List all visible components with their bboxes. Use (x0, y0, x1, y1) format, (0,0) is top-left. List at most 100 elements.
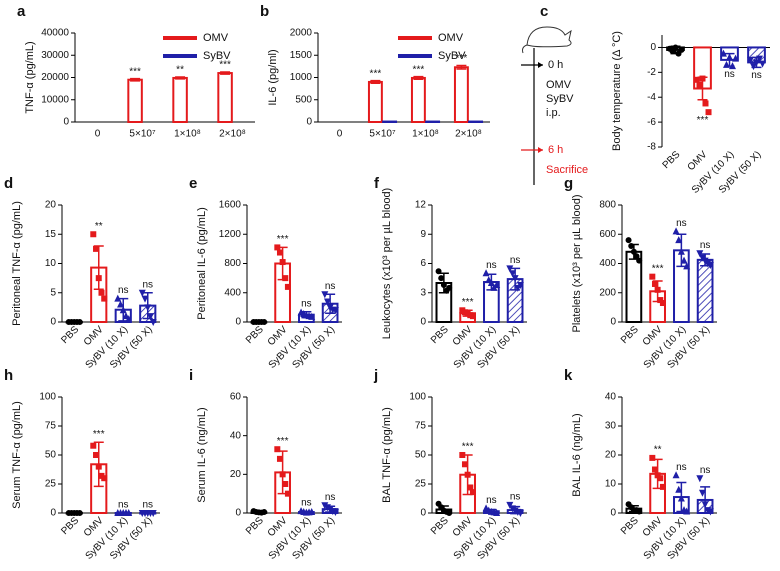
x-tick-label: 5×10⁷ (129, 129, 156, 140)
data-point (276, 249, 283, 256)
y-tick-label: 20 (45, 200, 57, 211)
bar (217, 72, 233, 124)
y-tick-label: 800 (224, 258, 241, 269)
data-point (101, 295, 108, 302)
y-axis-title: TNF-α (pg/mL) (24, 41, 36, 113)
significance: *** (129, 66, 141, 77)
panel-letter: h (4, 367, 13, 384)
data-point (282, 275, 289, 282)
y-tick-label: 9 (420, 229, 426, 240)
data-point (659, 299, 666, 306)
significance: ns (325, 281, 336, 292)
panel-letter: i (189, 367, 193, 384)
x-tick-label: PBS (619, 324, 641, 346)
y-tick-label: 0 (420, 317, 426, 328)
data-point (331, 509, 339, 517)
significance: *** (456, 53, 468, 64)
significance: ns (118, 285, 129, 296)
x-tick-label: 0 (95, 129, 101, 140)
significance: *** (277, 234, 289, 245)
data-point (680, 256, 688, 264)
bar (127, 78, 143, 123)
data-point (657, 475, 664, 482)
x-tick-label: PBS (59, 324, 81, 346)
data-point (274, 446, 281, 453)
data-point (446, 510, 453, 516)
data-point (435, 268, 442, 275)
x-tick-label: PBS (619, 515, 641, 537)
y-tick-label: 75 (415, 421, 427, 432)
x-tick-label: 2×10⁸ (455, 129, 482, 140)
data-point (101, 475, 108, 482)
significance: ** (176, 65, 184, 76)
y-tick-label: 100 (409, 392, 426, 403)
significance: ** (95, 221, 103, 232)
data-point (672, 471, 680, 479)
y-tick-label: 15 (45, 229, 57, 240)
data-point (683, 507, 691, 515)
significance: ns (486, 260, 497, 271)
bar (696, 258, 714, 323)
y-tick-label: 20 (605, 450, 617, 461)
data-point (699, 75, 706, 82)
step-text: SyBV (546, 93, 574, 105)
y-tick-label: 6 (420, 258, 426, 269)
data-point (279, 259, 286, 266)
significance: *** (219, 60, 231, 71)
significance: ns (510, 255, 521, 266)
data-point (464, 471, 471, 478)
significance: ns (676, 462, 687, 473)
data-point (438, 275, 445, 282)
y-tick-label: 0 (63, 117, 69, 128)
panel-letter: a (17, 3, 26, 20)
arrowhead (538, 147, 543, 153)
y-tick-label: 1000 (290, 72, 313, 83)
significance: *** (93, 429, 105, 440)
y-tick-label: 50 (415, 450, 427, 461)
y-tick-label: 50 (45, 450, 57, 461)
y-axis-title: Peritoneal TNF-α (pg/mL) (11, 201, 23, 326)
x-tick-label: PBS (429, 515, 451, 537)
y-tick-label: 10 (605, 479, 617, 490)
data-point (729, 62, 737, 70)
significance: *** (413, 64, 425, 75)
data-point (732, 54, 740, 62)
data-point (469, 313, 476, 320)
y-tick-label: 3 (420, 287, 426, 298)
significance: ns (301, 498, 312, 509)
x-tick-label: 5×10⁷ (369, 129, 396, 140)
data-point (146, 313, 154, 321)
panel-letter: b (260, 3, 269, 20)
data-point (636, 508, 643, 515)
data-point (261, 319, 268, 325)
data-point (282, 481, 289, 487)
y-tick-label: 40 (230, 430, 242, 441)
y-axis-title: BAL TNF-α (pg/mL) (381, 407, 393, 503)
error-bar (370, 79, 381, 85)
significance: ns (700, 240, 711, 251)
data-point (696, 475, 704, 483)
significance: ns (751, 70, 762, 81)
data-point (117, 300, 125, 308)
y-tick-label: 60 (230, 392, 242, 403)
data-point (95, 463, 102, 470)
significance: *** (462, 297, 474, 308)
error-bar (130, 77, 141, 82)
bar (367, 80, 383, 123)
data-point (487, 279, 495, 286)
data-point (506, 265, 514, 273)
data-point (654, 286, 661, 293)
y-tick-label: 5 (50, 287, 56, 298)
data-point (753, 59, 760, 67)
significance: ns (325, 492, 336, 503)
data-point (261, 509, 268, 516)
data-point (633, 253, 640, 260)
significance: ns (142, 500, 153, 511)
step-text: Sacrifice (546, 164, 588, 176)
x-tick-label: 1×10⁸ (412, 129, 439, 140)
data-point (651, 466, 658, 473)
y-tick-label: 0 (235, 317, 241, 328)
data-point (636, 257, 643, 264)
step-text: OMV (546, 79, 572, 91)
data-point (467, 484, 474, 491)
